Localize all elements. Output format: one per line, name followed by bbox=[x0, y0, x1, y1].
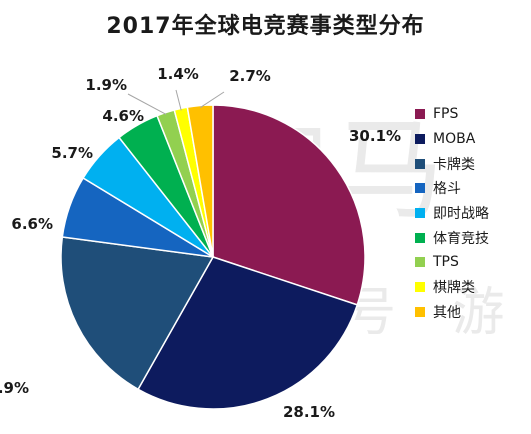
legend-item-4: 即时战略 bbox=[415, 201, 489, 226]
legend: FPS MOBA 卡牌类格斗即时战略体育竞技 TPS 棋牌类其他 bbox=[415, 102, 489, 324]
legend-swatch-2 bbox=[415, 158, 425, 169]
legend-swatch-7 bbox=[415, 282, 425, 293]
legend-swatch-5 bbox=[415, 232, 425, 243]
pie-slice-1 bbox=[137, 256, 359, 410]
pie-label-2: 18.9% bbox=[0, 379, 29, 397]
pie-slice-2 bbox=[60, 236, 215, 391]
leader-line-6 bbox=[127, 93, 167, 115]
legend-label-2: 卡牌类 bbox=[433, 156, 475, 173]
legend-item-0: FPS bbox=[415, 102, 489, 127]
pie-labels: 30.1% 28.1% 18.9% 6.6% 5.7% 4.6% 1.9% 1.4% 2.7% bbox=[0, 65, 401, 421]
pie-label-7: 1.4% bbox=[157, 65, 199, 83]
legend-label-0: FPS bbox=[433, 106, 459, 123]
leader-line-7 bbox=[175, 89, 182, 111]
legend-label-1: MOBA bbox=[433, 131, 476, 148]
legend-label-5: 体育竞技 bbox=[433, 230, 489, 247]
legend-item-2: 卡牌类 bbox=[415, 151, 489, 176]
legend-label-6: TPS bbox=[433, 254, 459, 271]
pie-label-0: 30.1% bbox=[349, 127, 401, 145]
legend-swatch-0 bbox=[415, 109, 425, 120]
pie-label-8: 2.7% bbox=[229, 67, 271, 85]
legend-swatch-3 bbox=[415, 183, 425, 194]
pie-slices bbox=[60, 104, 366, 410]
pie-label-4: 5.7% bbox=[51, 144, 93, 162]
pie-slice-8 bbox=[186, 104, 214, 258]
legend-label-8: 其他 bbox=[433, 304, 461, 321]
pie-label-1: 28.1% bbox=[283, 403, 335, 421]
pie-label-3: 6.6% bbox=[11, 215, 53, 233]
legend-item-1: MOBA bbox=[415, 127, 489, 152]
legend-label-7: 棋牌类 bbox=[433, 280, 475, 297]
legend-item-3: 格斗 bbox=[415, 176, 489, 201]
legend-swatch-4 bbox=[415, 208, 425, 219]
legend-swatch-8 bbox=[415, 306, 425, 317]
chart-title: 2017年全球电竞赛事类型分布 bbox=[106, 14, 425, 39]
legend-swatch-6 bbox=[415, 257, 425, 268]
pie-label-5: 4.6% bbox=[102, 107, 144, 125]
legend-item-8: 其他 bbox=[415, 300, 489, 325]
pie-slice-0 bbox=[212, 104, 366, 306]
legend-item-7: 棋牌类 bbox=[415, 275, 489, 300]
pie-label-6: 1.9% bbox=[85, 76, 127, 94]
legend-swatch-1 bbox=[415, 134, 425, 145]
leader-lines bbox=[127, 89, 225, 115]
legend-label-4: 即时战略 bbox=[433, 206, 489, 223]
leader-line-8 bbox=[200, 91, 225, 108]
legend-item-6: TPS bbox=[415, 250, 489, 275]
legend-label-3: 格斗 bbox=[433, 181, 461, 198]
legend-item-5: 体育竞技 bbox=[415, 225, 489, 250]
